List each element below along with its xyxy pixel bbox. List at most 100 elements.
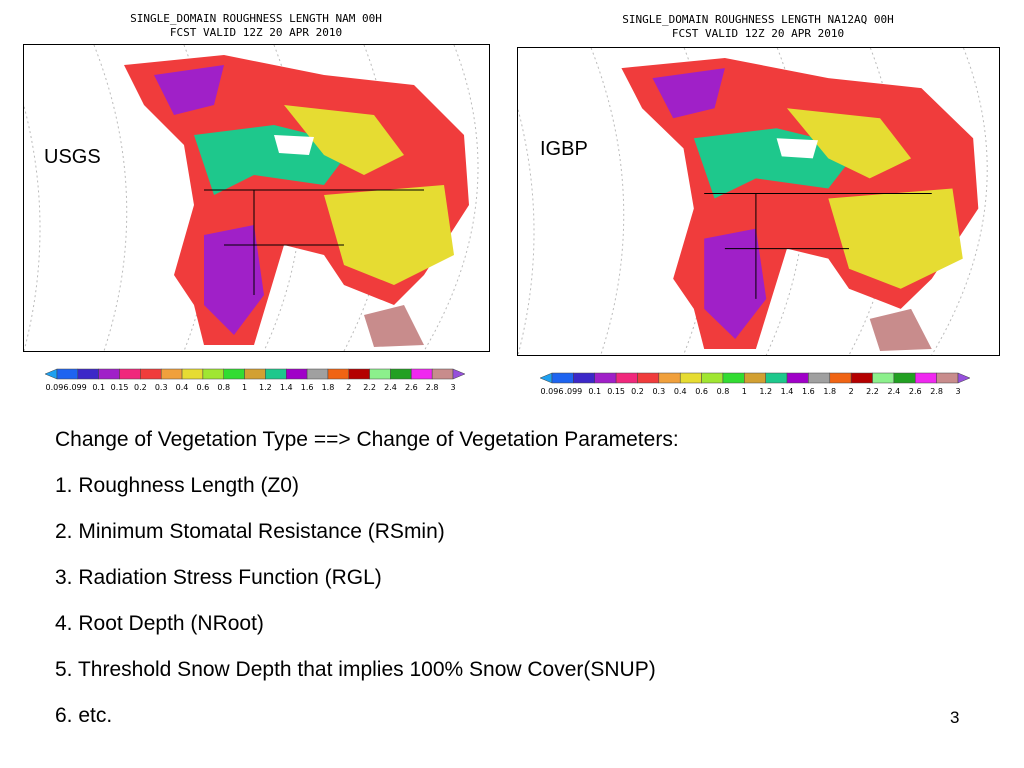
colorbar-label: 2.2 <box>363 383 376 392</box>
colorbar-swatch <box>140 368 162 380</box>
colorbar-label: 0.6 <box>197 383 210 392</box>
text-heading: Change of Vegetation Type ==> Change of … <box>55 428 679 451</box>
colorbar-label: 1.6 <box>301 383 314 392</box>
land-region <box>364 305 424 347</box>
map-subtitle: FCST VALID 12Z 20 APR 2010 <box>671 27 845 40</box>
colorbar-label: 1 <box>242 383 247 392</box>
colorbar-label: 2.8 <box>426 383 439 392</box>
colorbar-label: 2.6 <box>909 387 922 396</box>
colorbar-label: 3 <box>450 383 455 392</box>
land-region <box>284 105 404 175</box>
colorbar-swatch <box>431 368 454 380</box>
land-region <box>704 228 767 339</box>
colorbar-swatch <box>658 372 681 384</box>
colorbar-swatch <box>573 372 595 384</box>
colorbar: 0.096.099 0.1 0.15 0.2 0.3 0.4 0.6 0.8 1 1.2 1.4 1.… <box>540 372 970 396</box>
colorbar-label: 0.4 <box>674 387 687 396</box>
map <box>517 47 1000 356</box>
colorbar-swatch <box>223 368 245 380</box>
land-region <box>828 188 963 289</box>
land-region <box>154 65 224 115</box>
list-item: 3. Radiation Stress Function (RGL) <box>55 566 382 589</box>
land-region <box>786 108 912 179</box>
colorbar-label: 0.15 <box>607 387 625 396</box>
colorbar-swatch <box>98 368 120 380</box>
colorbar-swatch <box>348 368 370 380</box>
colorbar-label: 0.4 <box>176 383 189 392</box>
colorbar: 0.096.099 0.1 0.15 0.2 0.3 0.4 0.6 0.8 1 1.2 1.4 1.… <box>45 368 465 392</box>
colorbar-swatch <box>77 368 99 380</box>
land-region <box>274 135 314 155</box>
colorbar-swatch <box>594 372 617 384</box>
colorbar-swatch <box>850 372 873 384</box>
graticule <box>518 107 535 355</box>
colorbar-label: 0.1 <box>92 383 105 392</box>
colorbar-swatch <box>915 372 937 384</box>
colorbar-label: 2.8 <box>930 387 943 396</box>
colorbar-label: 1 <box>742 387 747 396</box>
colorbar-label: .099 <box>564 387 582 396</box>
colorbar-label: .099 <box>69 383 87 392</box>
colorbar-swatch <box>286 368 308 380</box>
colorbar-swatch <box>744 372 766 384</box>
land-region <box>869 308 932 351</box>
colorbar-swatch <box>265 368 287 380</box>
colorbar-swatch <box>829 372 852 384</box>
graticule <box>931 48 988 355</box>
list-item: 2. Minimum Stomatal Resistance (RSmin) <box>55 520 445 543</box>
map-label: IGBP <box>540 138 588 160</box>
graticule <box>423 45 479 351</box>
colorbar-arrow <box>540 372 553 384</box>
graticule <box>590 48 625 355</box>
list-item: 4. Root Depth (NRoot) <box>55 612 264 635</box>
colorbar-swatch <box>306 368 329 380</box>
colorbar-arrow <box>452 368 465 380</box>
list-item: 5. Threshold Snow Depth that implies 100… <box>55 658 656 681</box>
colorbar-label: 2.4 <box>384 383 397 392</box>
colorbar-label: 2 <box>346 383 351 392</box>
colorbar-swatch <box>701 372 724 384</box>
colorbar-swatch <box>637 372 660 384</box>
map-title: SINGLE_DOMAIN ROUGHNESS LENGTH NA12AQ 00… <box>622 13 894 26</box>
list-item: 1. Roughness Length (Z0) <box>55 474 299 497</box>
colorbar-swatch <box>244 368 266 380</box>
colorbar-swatch <box>411 368 433 380</box>
map <box>23 44 490 352</box>
colorbar-label: 0.6 <box>695 387 708 396</box>
land-region <box>324 185 454 285</box>
map-label: USGS <box>44 146 101 168</box>
land-region <box>776 138 818 159</box>
graticule <box>93 45 128 351</box>
colorbar-label: 0.096 <box>541 387 564 396</box>
colorbar-label: 0.15 <box>111 383 129 392</box>
list-item: 6. etc. <box>55 704 113 727</box>
colorbar-label: 0.2 <box>631 387 644 396</box>
colorbar-label: 1.4 <box>280 383 293 392</box>
colorbar-label: 2.6 <box>405 383 418 392</box>
colorbar-label: 0.2 <box>134 383 147 392</box>
colorbar-swatch <box>808 372 831 384</box>
colorbar-swatch <box>369 368 391 380</box>
colorbar-swatch <box>765 372 788 384</box>
colorbar-arrow <box>45 368 58 380</box>
colorbar-swatch <box>202 368 224 380</box>
colorbar-label: 3 <box>955 387 960 396</box>
boundary <box>204 189 424 295</box>
colorbar-swatch <box>786 372 809 384</box>
graticule <box>24 104 41 351</box>
colorbar-swatch <box>615 372 638 384</box>
colorbar-arrow <box>957 372 970 384</box>
land-region <box>652 68 725 119</box>
colorbar-label: 1.2 <box>759 387 772 396</box>
colorbar-label: 0.1 <box>588 387 601 396</box>
colorbar-swatch <box>327 368 350 380</box>
colorbar-swatch <box>181 368 204 380</box>
map-subtitle: FCST VALID 12Z 20 APR 2010 <box>169 26 343 39</box>
colorbar-label: 1.8 <box>322 383 335 392</box>
colorbar-swatch <box>56 368 79 380</box>
colorbar-label: 2.4 <box>888 387 901 396</box>
page-number: 3 <box>950 708 960 727</box>
colorbar-label: 2 <box>849 387 854 396</box>
colorbar-swatch <box>872 372 895 384</box>
colorbar-swatch <box>119 368 141 380</box>
